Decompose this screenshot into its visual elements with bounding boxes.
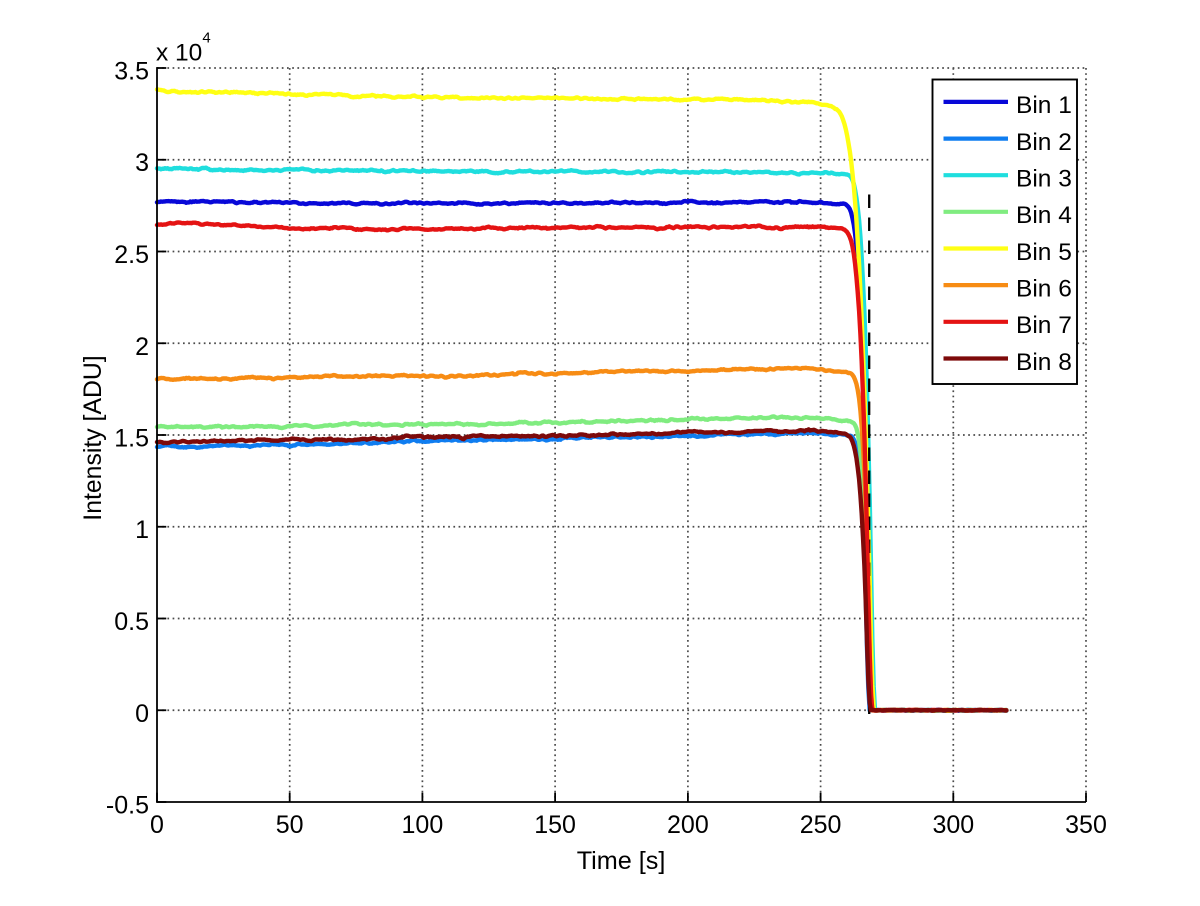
svg-text:350: 350 bbox=[1065, 811, 1107, 839]
svg-text:1: 1 bbox=[135, 516, 149, 544]
svg-text:Bin 5: Bin 5 bbox=[1016, 239, 1072, 266]
svg-text:1.5: 1.5 bbox=[114, 425, 149, 453]
svg-text:Bin 2: Bin 2 bbox=[1016, 129, 1072, 156]
svg-text:2.5: 2.5 bbox=[114, 241, 149, 269]
svg-text:3: 3 bbox=[135, 149, 149, 177]
svg-text:Bin 4: Bin 4 bbox=[1016, 202, 1072, 229]
svg-text:0.5: 0.5 bbox=[114, 608, 149, 636]
svg-text:2: 2 bbox=[135, 333, 149, 361]
svg-text:Bin 1: Bin 1 bbox=[1016, 92, 1072, 119]
svg-text:250: 250 bbox=[800, 811, 842, 839]
svg-text:-0.5: -0.5 bbox=[106, 792, 149, 820]
svg-text:200: 200 bbox=[667, 811, 709, 839]
svg-text:100: 100 bbox=[402, 811, 444, 839]
svg-text:Bin 3: Bin 3 bbox=[1016, 166, 1072, 193]
svg-text:Bin 8: Bin 8 bbox=[1016, 349, 1072, 376]
svg-text:Time [s]: Time [s] bbox=[577, 847, 666, 875]
svg-text:0: 0 bbox=[135, 700, 149, 728]
svg-text:300: 300 bbox=[932, 811, 974, 839]
svg-text:Bin 7: Bin 7 bbox=[1016, 312, 1072, 339]
svg-text:3.5: 3.5 bbox=[114, 58, 149, 86]
svg-text:Intensity [ADU]: Intensity [ADU] bbox=[80, 355, 107, 520]
svg-text:Bin 6: Bin 6 bbox=[1016, 275, 1072, 302]
svg-text:150: 150 bbox=[534, 811, 576, 839]
svg-text:0: 0 bbox=[150, 811, 164, 839]
svg-text:50: 50 bbox=[276, 811, 304, 839]
